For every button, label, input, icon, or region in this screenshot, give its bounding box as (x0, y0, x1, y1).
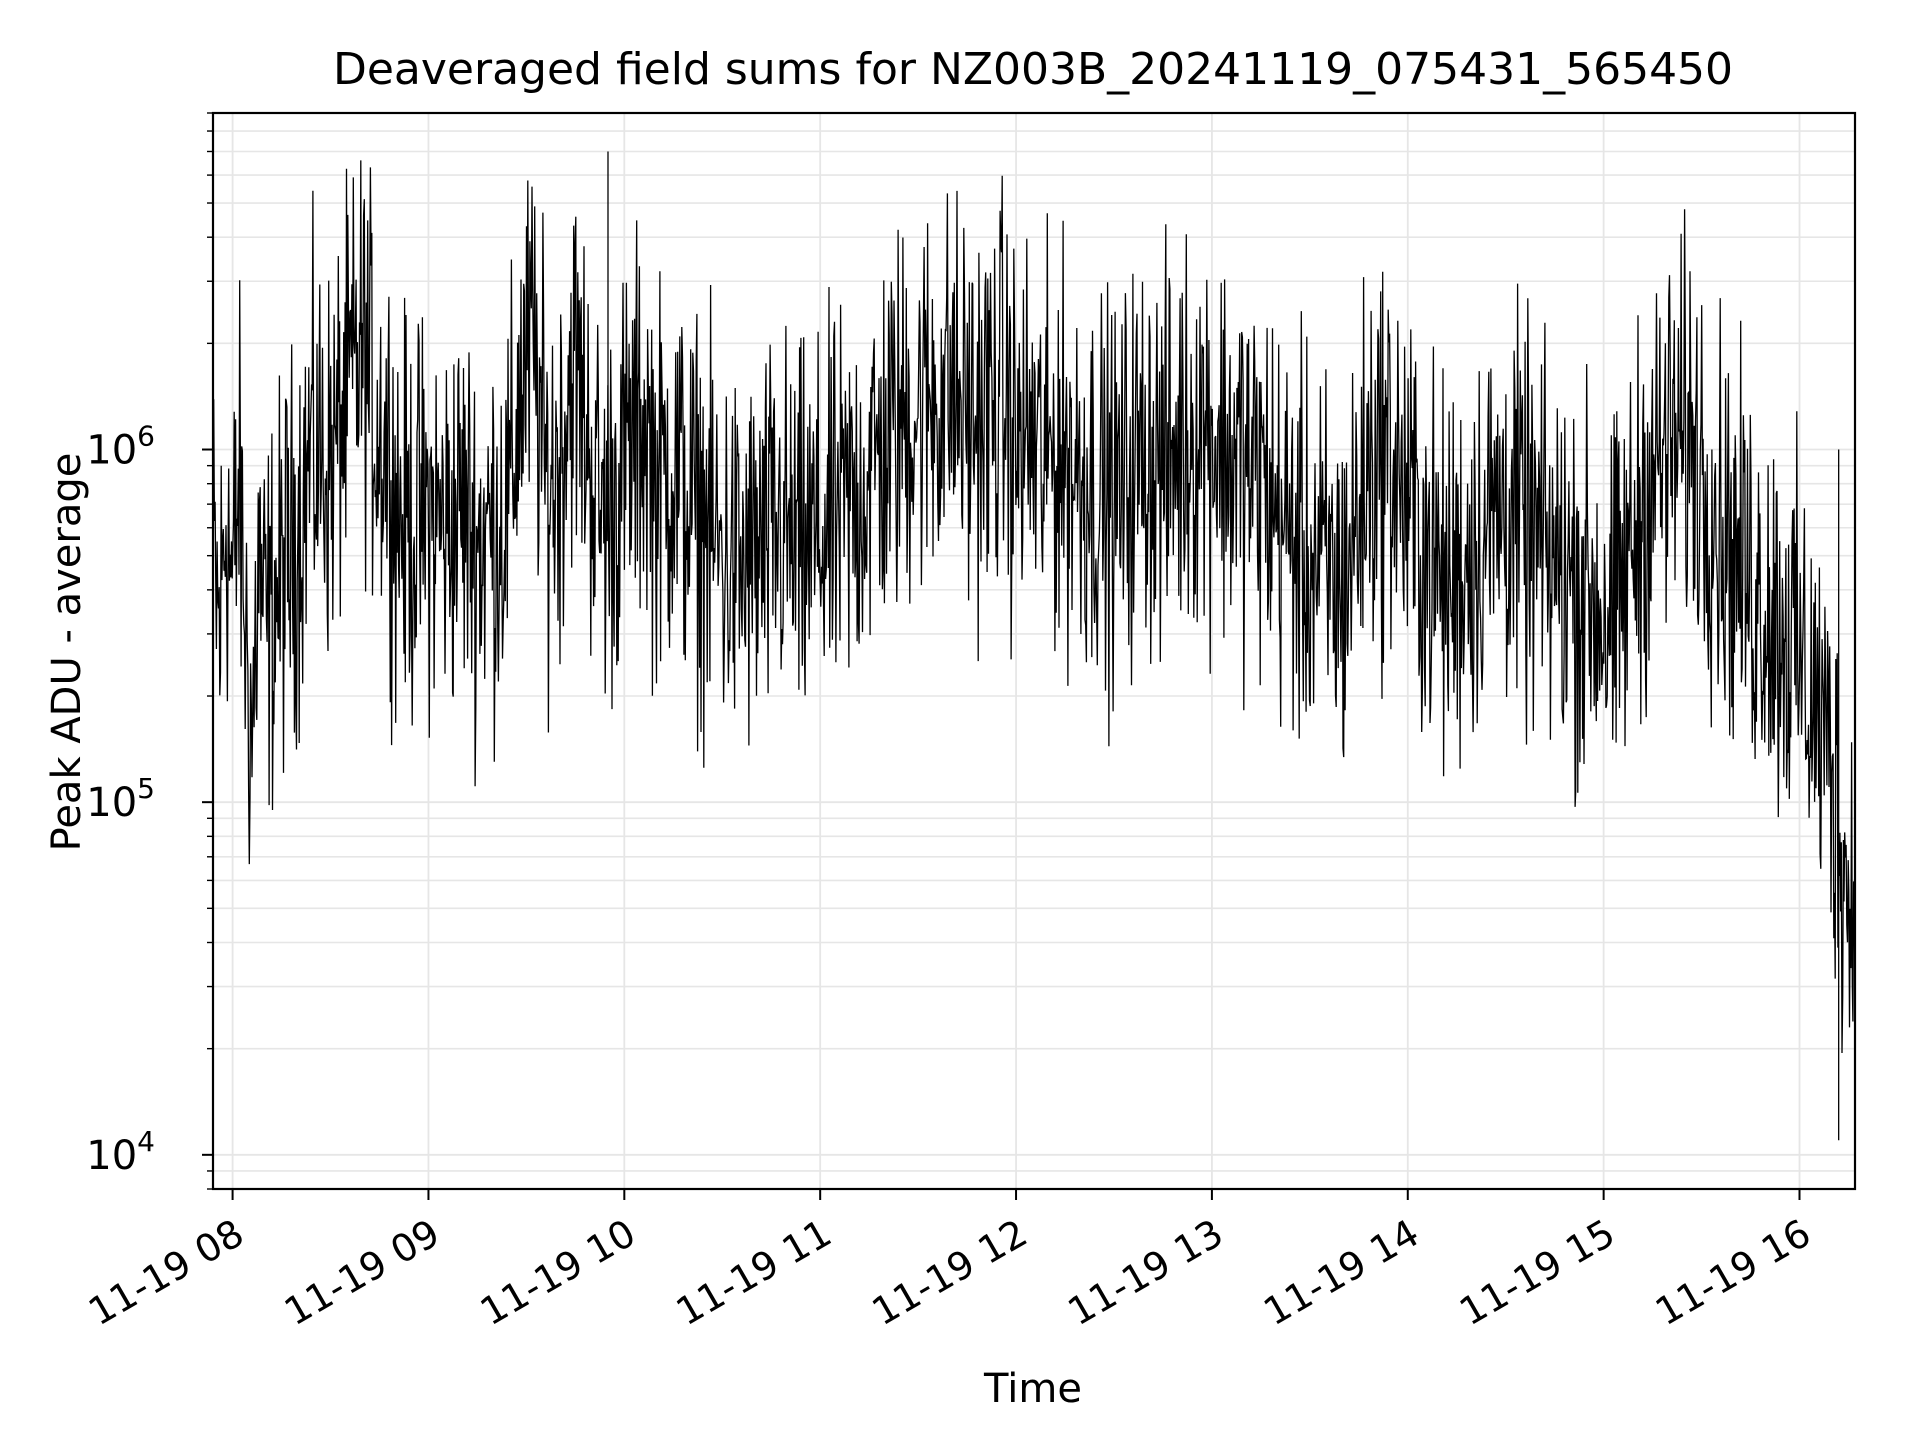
series-line (212, 160, 1856, 1054)
x-axis-label: Time (983, 1366, 1082, 1412)
y-axis-label: Peak ADU - average (44, 453, 90, 852)
y-tick-exponent: 6 (137, 420, 155, 453)
y-tick-exponent: 4 (137, 1125, 155, 1158)
y-tick-exponent: 5 (137, 772, 155, 805)
plot-area (211, 111, 1857, 1191)
series-layer (212, 151, 1856, 1141)
chart-title: Deaveraged field sums for NZ003B_2024111… (333, 44, 1733, 95)
plot-frame (211, 111, 1857, 1191)
